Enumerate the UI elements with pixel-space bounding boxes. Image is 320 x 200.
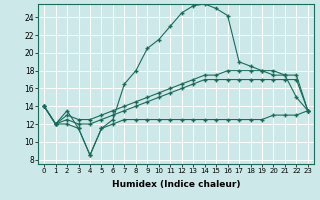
X-axis label: Humidex (Indice chaleur): Humidex (Indice chaleur) <box>112 180 240 189</box>
